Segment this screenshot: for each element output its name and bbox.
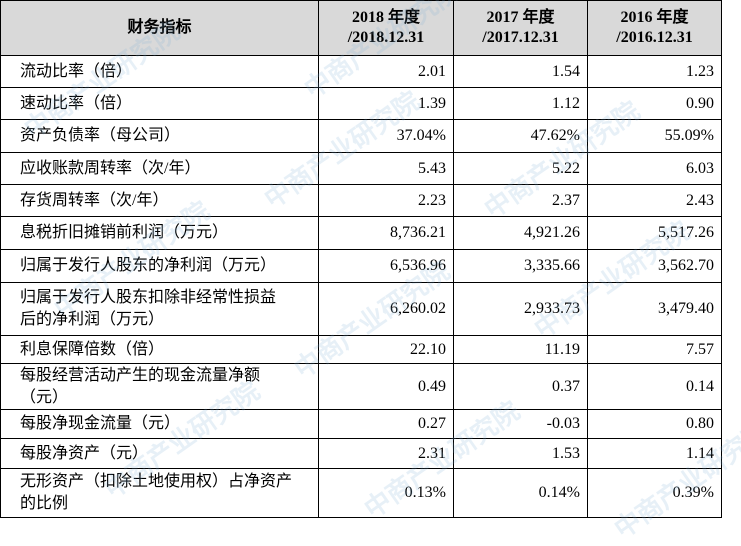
header-year: 2018 年度 xyxy=(351,9,420,26)
financial-table: 财务指标 2018 年度/2018.12.31 2017 年度/2017.12.31… xyxy=(0,0,722,518)
value-cell: 4,921.26 xyxy=(453,216,588,250)
table-row: 每股经营活动产生的现金流量净额 （元） 0.49 0.37 0.14 xyxy=(0,363,722,410)
label-line: 归属于发行人股东的净利润（万元） xyxy=(20,257,277,274)
label-line: 资产负债率（母公司） xyxy=(20,127,181,144)
row-label: 归属于发行人股东扣除非经常性损益 后的净利润（万元） xyxy=(0,282,319,336)
label-line: 每股净资产（元） xyxy=(20,444,149,462)
value-cell: 2.23 xyxy=(318,184,454,217)
header-cell: 2016 年度/2016.12.31 xyxy=(587,0,722,56)
header-cell: 2018 年度/2018.12.31 xyxy=(318,0,454,56)
label-line: （元） xyxy=(20,388,69,406)
value-cell: 1.53 xyxy=(453,438,588,469)
value-cell: 37.04% xyxy=(318,119,454,153)
header-date: /2016.12.31 xyxy=(616,29,693,46)
header-year: 2017 年度 xyxy=(486,9,555,26)
label-line: 的比例 xyxy=(20,495,69,512)
value-cell: 55.09% xyxy=(587,119,722,153)
value-cell: 0.90 xyxy=(587,87,722,120)
row-label: 流动比率（倍） xyxy=(0,55,319,88)
label-line: 归属于发行人股东扣除非经常性损益 xyxy=(20,289,277,306)
row-label: 每股净现金流量（元） xyxy=(0,409,319,439)
row-label: 归属于发行人股东的净利润（万元） xyxy=(0,249,319,283)
label-line: 利息保障倍数（倍） xyxy=(20,340,165,358)
value-cell: 2.37 xyxy=(453,184,588,217)
row-label: 每股净资产（元） xyxy=(0,438,319,469)
row-label: 息税折旧摊销前利润（万元） xyxy=(0,216,319,250)
label-line: 后的净利润（万元） xyxy=(20,311,165,328)
value-cell: 0.14% xyxy=(453,468,588,518)
value-cell: 1.54 xyxy=(453,55,588,88)
value-cell: 2.31 xyxy=(318,438,454,469)
label-line: 存货周转率（次/年） xyxy=(20,191,169,209)
label-line: 每股净现金流量（元） xyxy=(20,415,181,432)
header-date: /2017.12.31 xyxy=(482,29,559,46)
value-cell: 1.39 xyxy=(318,87,454,120)
value-cell: 3,335.66 xyxy=(453,249,588,283)
header-cell: 财务指标 xyxy=(0,0,319,56)
label-line: 应收账款周转率（次/年） xyxy=(20,159,201,177)
header-date: /2018.12.31 xyxy=(347,29,425,46)
value-cell: 3,479.40 xyxy=(587,282,722,336)
table-row: 每股净现金流量（元） 0.27 -0.03 0.80 xyxy=(0,409,722,439)
table-row: 流动比率（倍） 2.01 1.54 1.23 xyxy=(0,55,722,88)
value-cell: -0.03 xyxy=(453,409,588,439)
value-cell: 0.39% xyxy=(587,468,722,518)
value-cell: 0.14 xyxy=(587,363,722,410)
header-cell: 2017 年度/2017.12.31 xyxy=(453,0,588,56)
value-cell: 0.49 xyxy=(318,363,454,410)
label-line: 息税折旧摊销前利润（万元） xyxy=(20,224,229,241)
value-cell: 2.43 xyxy=(587,184,722,217)
table-row: 资产负债率（母公司） 37.04% 47.62% 55.09% xyxy=(0,119,722,153)
value-cell: 3,562.70 xyxy=(587,249,722,283)
value-cell: 6,536.96 xyxy=(318,249,454,283)
row-label: 利息保障倍数（倍） xyxy=(0,335,319,364)
value-cell: 0.80 xyxy=(587,409,722,439)
value-cell: 1.23 xyxy=(587,55,722,88)
value-cell: 5,517.26 xyxy=(587,216,722,250)
value-cell: 5.43 xyxy=(318,152,454,185)
row-label: 速动比率（倍） xyxy=(0,87,319,120)
value-cell: 6.03 xyxy=(587,152,722,185)
value-cell: 2.01 xyxy=(318,55,454,88)
table-row: 速动比率（倍） 1.39 1.12 0.90 xyxy=(0,87,722,120)
table-row: 存货周转率（次/年） 2.23 2.37 2.43 xyxy=(0,184,722,217)
row-label: 无形资产（扣除土地使用权）占净资产 的比例 xyxy=(0,468,319,518)
value-cell: 0.27 xyxy=(318,409,454,439)
value-cell: 5.22 xyxy=(453,152,588,185)
row-label: 每股经营活动产生的现金流量净额 （元） xyxy=(0,363,319,410)
value-cell: 0.37 xyxy=(453,363,588,410)
label-line: 无形资产（扣除土地使用权）占净资产 xyxy=(20,473,293,490)
value-cell: 6,260.02 xyxy=(318,282,454,336)
value-cell: 7.57 xyxy=(587,335,722,364)
value-cell: 8,736.21 xyxy=(318,216,454,250)
value-cell: 47.62% xyxy=(453,119,588,153)
value-cell: 0.13% xyxy=(318,468,454,518)
table-row: 归属于发行人股东扣除非经常性损益 后的净利润（万元） 6,260.02 2,933.7… xyxy=(0,282,722,336)
table-row: 无形资产（扣除土地使用权）占净资产 的比例 0.13% 0.14% 0.39% xyxy=(0,468,722,518)
table-row: 应收账款周转率（次/年） 5.43 5.22 6.03 xyxy=(0,152,722,185)
value-cell: 11.19 xyxy=(453,335,588,364)
row-label: 资产负债率（母公司） xyxy=(0,119,319,153)
header-row: 财务指标 2018 年度/2018.12.31 2017 年度/2017.12.31… xyxy=(0,0,722,56)
value-cell: 22.10 xyxy=(318,335,454,364)
table-row: 息税折旧摊销前利润（万元） 8,736.21 4,921.26 5,517.26 xyxy=(0,216,722,250)
header-year: 2016 年度 xyxy=(620,9,689,26)
row-label: 存货周转率（次/年） xyxy=(0,184,319,217)
table-row: 归属于发行人股东的净利润（万元） 6,536.96 3,335.66 3,562.70 xyxy=(0,249,722,283)
label-line: 速动比率（倍） xyxy=(20,94,133,112)
header-title: 财务指标 xyxy=(127,19,192,36)
value-cell: 1.14 xyxy=(587,438,722,469)
value-cell: 2,933.73 xyxy=(453,282,588,336)
label-line: 每股经营活动产生的现金流量净额 xyxy=(20,366,261,384)
label-line: 流动比率（倍） xyxy=(20,62,133,80)
value-cell: 1.12 xyxy=(453,87,588,120)
row-label: 应收账款周转率（次/年） xyxy=(0,152,319,185)
table-row: 每股净资产（元） 2.31 1.53 1.14 xyxy=(0,438,722,469)
table-row: 利息保障倍数（倍） 22.10 11.19 7.57 xyxy=(0,335,722,364)
